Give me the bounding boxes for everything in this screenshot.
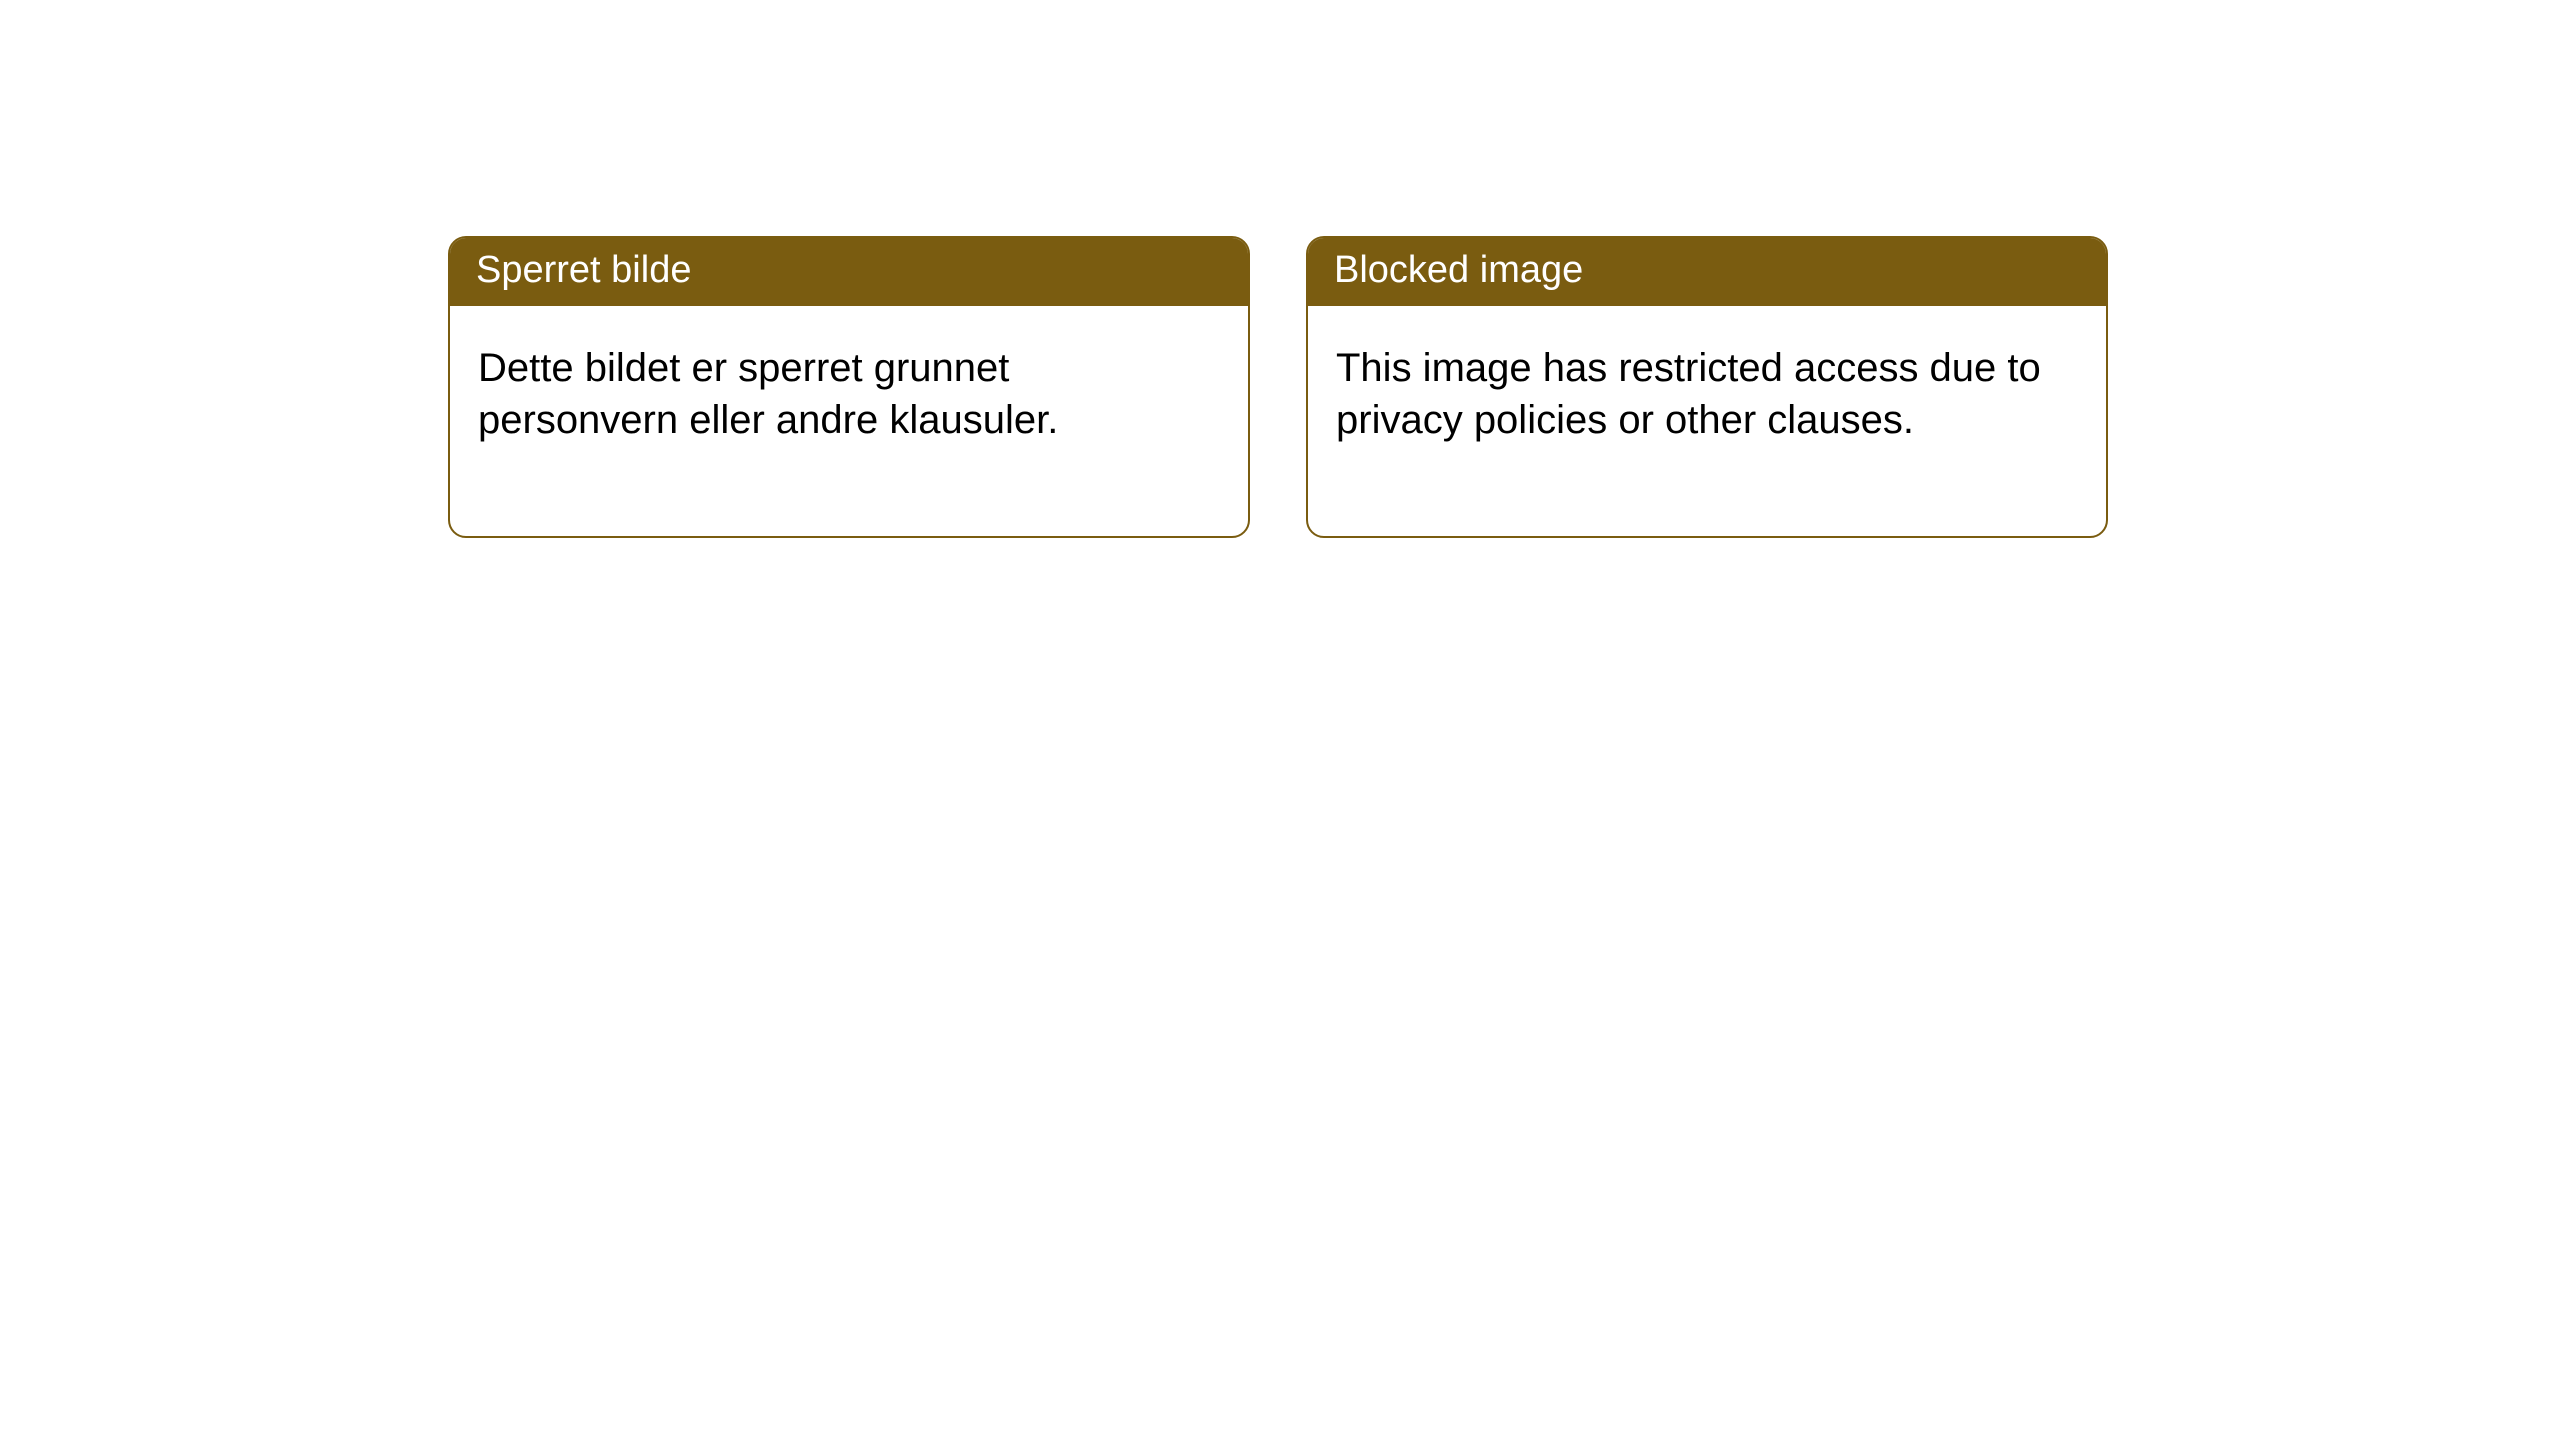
notice-header: Blocked image [1308,238,2106,306]
notice-card-english: Blocked image This image has restricted … [1306,236,2108,538]
notice-header: Sperret bilde [450,238,1248,306]
notice-container: Sperret bilde Dette bildet er sperret gr… [0,0,2560,538]
notice-card-norwegian: Sperret bilde Dette bildet er sperret gr… [448,236,1250,538]
notice-body: This image has restricted access due to … [1308,306,2106,536]
notice-body: Dette bildet er sperret grunnet personve… [450,306,1248,536]
